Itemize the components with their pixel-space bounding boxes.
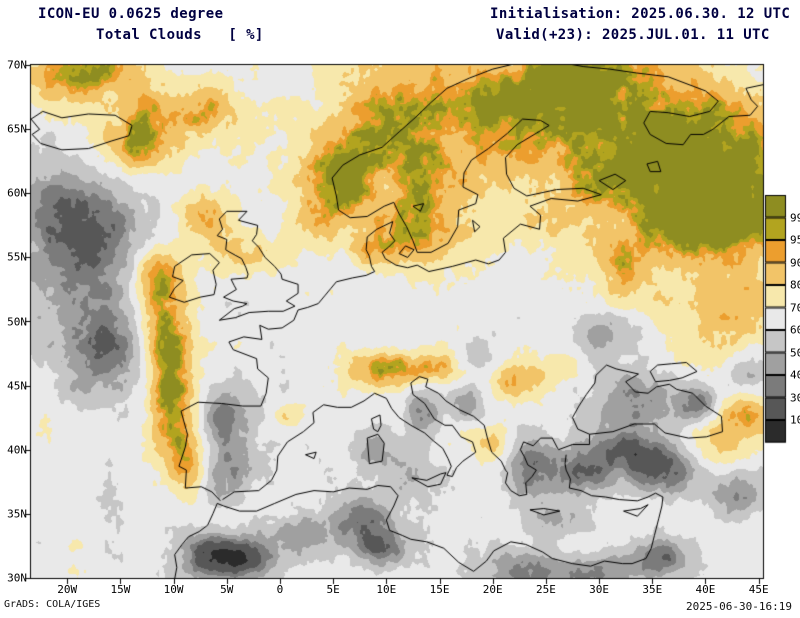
lat-tick-label: 70N	[7, 58, 27, 72]
legend-level-label: 40	[790, 368, 800, 382]
lat-tick-label: 45N	[7, 379, 27, 393]
legend-level-label: 70	[790, 301, 800, 314]
legend-level-label: 30	[790, 391, 800, 404]
lon-tick-label: 10E	[376, 583, 397, 596]
legend-level-label: 99.5	[790, 211, 800, 224]
lon-tick-label: 40E	[695, 583, 716, 596]
lat-tick-label: 35N	[7, 507, 27, 521]
lon-tick-label: 20W	[57, 583, 78, 596]
lon-tick-label: 20E	[482, 583, 503, 596]
legend-level-label: 90	[790, 256, 800, 269]
valid-time: Valid(+23): 2025.JUL.01. 11 UTC	[496, 27, 770, 43]
lon-tick-label: 25E	[535, 583, 556, 596]
lon-tick-label: 30E	[589, 583, 610, 596]
lon-tick-label: 15E	[429, 583, 450, 596]
lat-tick-label: 40N	[7, 443, 27, 457]
grads-credit: GrADS: COLA/IGES	[4, 599, 101, 610]
lat-tick-label: 65N	[7, 122, 27, 136]
legend-level-label: 10	[790, 413, 800, 427]
lon-tick-label: 5E	[326, 583, 340, 596]
lat-tick-label: 50N	[7, 315, 27, 328]
variable-title: Total Clouds [ %]	[96, 27, 264, 43]
lat-tick-label: 30N	[7, 571, 27, 585]
init-time: Initialisation: 2025.06.30. 12 UTC	[490, 6, 791, 22]
lon-tick-label: 0	[276, 583, 284, 596]
lon-tick-label: 35E	[642, 583, 663, 596]
creation-timestamp: 2025-06-30-16:19	[686, 600, 792, 613]
legend-level-label: 95	[790, 233, 800, 247]
legend-level-label: 60	[790, 323, 800, 337]
model-title: ICON-EU 0.0625 degree	[38, 6, 224, 22]
lat-tick-label: 55N	[7, 250, 27, 264]
lon-tick-label: 10W	[163, 583, 184, 596]
legend-level-label: 80	[790, 278, 800, 292]
legend-level-label: 50	[790, 346, 800, 359]
lon-tick-label: 5W	[220, 583, 234, 596]
lon-tick-label: 15W	[110, 583, 131, 596]
lat-tick-label: 60N	[7, 186, 27, 200]
lon-tick-label: 45E	[748, 583, 769, 596]
